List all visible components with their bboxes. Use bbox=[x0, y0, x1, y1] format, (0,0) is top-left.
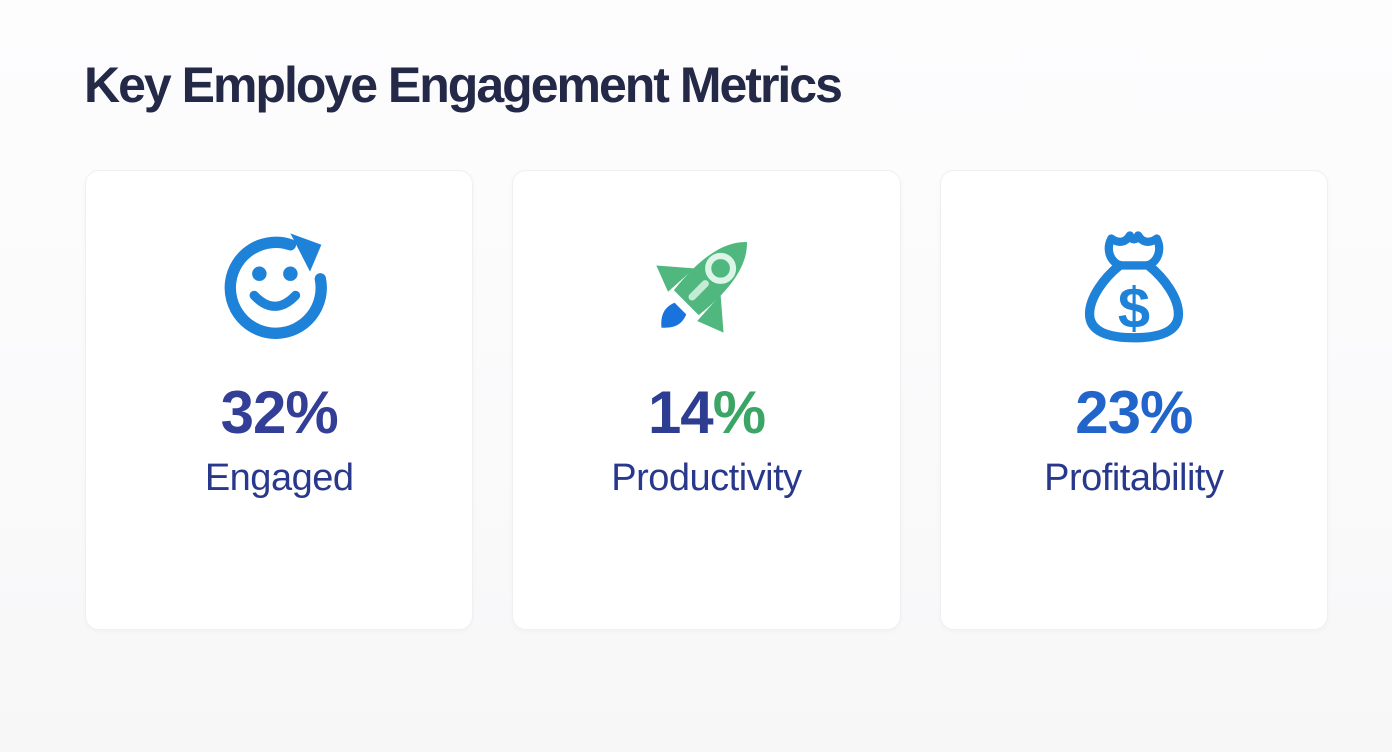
metrics-cards-row: 32% Engaged 14% Productivity bbox=[85, 170, 1328, 630]
metric-label: Profitability bbox=[1044, 457, 1224, 499]
metric-unit: % bbox=[285, 379, 338, 446]
metric-value: 14% bbox=[648, 383, 766, 443]
smiley-refresh-icon bbox=[217, 221, 341, 345]
metric-unit: % bbox=[712, 379, 766, 446]
metric-number: 14 bbox=[647, 379, 714, 446]
rocket-icon bbox=[644, 221, 768, 345]
metric-unit: % bbox=[1140, 379, 1193, 446]
money-bag-icon: $ bbox=[1072, 221, 1196, 345]
page-title: Key Employe Engagement Metrics bbox=[84, 57, 843, 113]
metric-value: 23% bbox=[1075, 383, 1193, 443]
metric-number: 23 bbox=[1075, 379, 1141, 446]
metric-card-productivity: 14% Productivity bbox=[512, 170, 901, 630]
metric-card-profitability: $ 23% Profitability bbox=[939, 170, 1328, 630]
metric-value: 32% bbox=[221, 383, 339, 443]
metric-label: Productivity bbox=[611, 457, 802, 499]
metric-number: 32 bbox=[220, 379, 287, 446]
metric-card-engaged: 32% Engaged bbox=[85, 170, 474, 630]
metric-label: Engaged bbox=[204, 457, 354, 499]
dollar-sign: $ bbox=[1118, 276, 1150, 340]
